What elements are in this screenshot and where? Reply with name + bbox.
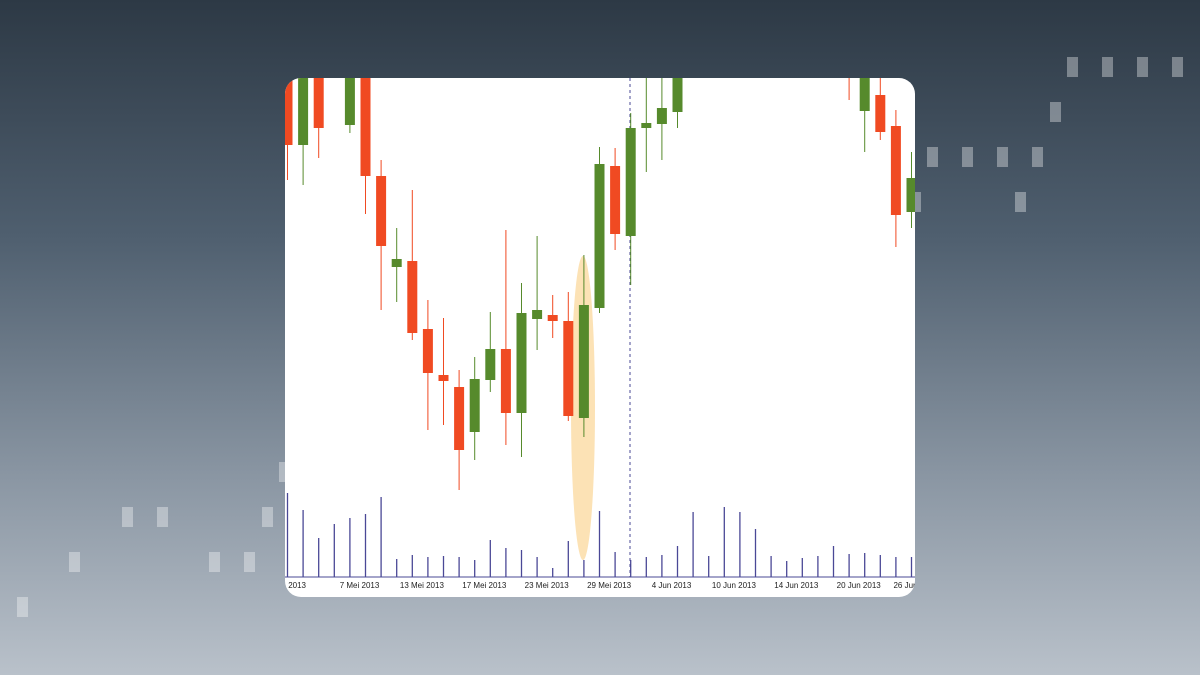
candle-body bbox=[454, 387, 465, 450]
x-tick-label: 26 Jun bbox=[893, 581, 917, 590]
candle-body bbox=[890, 126, 901, 215]
candle-body bbox=[313, 78, 324, 128]
card bbox=[285, 78, 915, 597]
candle-body bbox=[547, 315, 558, 321]
candle-body bbox=[594, 164, 605, 308]
x-tick-label: 14 Jun 2013 bbox=[774, 581, 819, 590]
candle-body bbox=[298, 78, 309, 145]
candle-body bbox=[438, 375, 449, 381]
candle-body bbox=[532, 310, 543, 319]
candle-body bbox=[422, 329, 433, 373]
candle-body bbox=[844, 30, 854, 50]
candle-body bbox=[829, 0, 839, 30]
candle-body bbox=[285, 78, 293, 145]
candle-body bbox=[391, 259, 402, 267]
candle-body bbox=[407, 261, 418, 333]
candle-body bbox=[625, 128, 636, 236]
candle-body bbox=[704, 0, 714, 20]
candle-body bbox=[875, 95, 886, 132]
candle-body bbox=[578, 305, 589, 418]
x-tick-label: 29 Mei 2013 bbox=[587, 581, 632, 590]
candle-body bbox=[859, 78, 870, 111]
candle-body bbox=[485, 349, 496, 380]
candle-body bbox=[329, 50, 339, 60]
candle-body bbox=[344, 78, 355, 125]
candle-body bbox=[516, 313, 527, 413]
candle-body bbox=[688, 20, 698, 65]
candle-body bbox=[563, 321, 574, 416]
candle-body bbox=[469, 379, 480, 432]
decoration bbox=[17, 57, 1183, 617]
candle-body bbox=[376, 176, 387, 246]
candle-body bbox=[360, 78, 371, 176]
x-tick-label: 4 Jun 2013 bbox=[652, 581, 692, 590]
x-tick-label: 13 Mei 2013 bbox=[400, 581, 445, 590]
candle-body bbox=[906, 178, 915, 212]
candle-body bbox=[610, 166, 621, 234]
x-tick-label: 10 Jun 2013 bbox=[712, 581, 757, 590]
x-tick-label: 20 Jun 2013 bbox=[837, 581, 882, 590]
candle-body bbox=[500, 349, 511, 413]
x-tick-label: 7 Mei 2013 bbox=[340, 581, 380, 590]
x-tick-label: 17 Mei 2013 bbox=[462, 581, 507, 590]
candle-body bbox=[672, 78, 683, 112]
candle-body bbox=[656, 108, 667, 124]
candle-body bbox=[641, 123, 652, 128]
x-tick-label: 23 Mei 2013 bbox=[525, 581, 570, 590]
x-tick-label: 2013 bbox=[288, 581, 306, 590]
plot: 2013 7 Mei 2013 13 Mei 2013 17 Mei 2013 23 M… bbox=[285, 0, 917, 590]
